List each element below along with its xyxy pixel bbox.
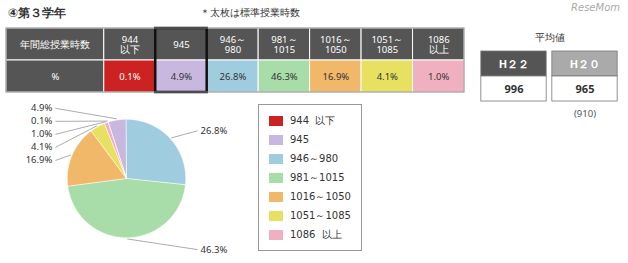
svg-text:%: % xyxy=(51,70,59,83)
svg-text:1016～1050: 1016～1050 xyxy=(320,33,352,56)
svg-text:1.0%: 1.0% xyxy=(428,70,449,83)
html-text:981～1015: 981～1015 xyxy=(290,171,345,183)
svg-text:(910): (910) xyxy=(574,107,596,120)
svg-text:996: 996 xyxy=(505,81,524,96)
html-text:＊太枚は標準授業時数: ＊太枚は標準授業時数 xyxy=(200,7,300,18)
html-text:944 以下: 944 以下 xyxy=(290,114,336,126)
svg-text:26.8%: 26.8% xyxy=(201,124,228,137)
svg-text:945: 945 xyxy=(173,38,189,51)
svg-text:46.3%: 46.3% xyxy=(271,70,298,83)
svg-text:1086以上: 1086以上 xyxy=(428,33,450,56)
svg-text:0.1%: 0.1% xyxy=(31,114,52,127)
svg-text:16.9%: 16.9% xyxy=(26,153,53,166)
svg-text:981～1015: 981～1015 xyxy=(271,33,297,56)
html-text:1051～1085: 1051～1085 xyxy=(290,209,351,221)
svg-text:946～980: 946～980 xyxy=(220,33,246,56)
svg-text:46.3%: 46.3% xyxy=(201,243,228,256)
html-text:1016～1050: 1016～1050 xyxy=(290,190,351,202)
svg-text:H２２: H２２ xyxy=(499,56,529,71)
svg-text:4.9%: 4.9% xyxy=(171,70,192,83)
svg-text:4.1%: 4.1% xyxy=(377,70,398,83)
svg-text:1051～1085: 1051～1085 xyxy=(371,33,403,56)
svg-text:平均値: 平均値 xyxy=(535,30,565,44)
svg-text:0.1%: 0.1% xyxy=(119,70,140,83)
html-text:④第３学年: ④第３学年 xyxy=(8,6,67,20)
svg-text:4.1%: 4.1% xyxy=(31,140,52,153)
html-text:945: 945 xyxy=(290,134,310,145)
svg-text:944以下: 944以下 xyxy=(120,33,140,56)
svg-text:16.9%: 16.9% xyxy=(322,70,349,83)
html-text:946～980: 946～980 xyxy=(290,152,339,164)
svg-text:4.9%: 4.9% xyxy=(31,101,52,114)
svg-text:年間総授業時数: 年間総授業時数 xyxy=(20,38,90,51)
svg-text:26.8%: 26.8% xyxy=(220,70,247,83)
html-text:ReseMom: ReseMom xyxy=(571,2,620,13)
html-text:1086 以上: 1086 以上 xyxy=(290,228,342,240)
svg-text:1.0%: 1.0% xyxy=(31,127,52,140)
svg-text:H２０: H２０ xyxy=(570,56,600,71)
svg-text:965: 965 xyxy=(576,81,595,96)
